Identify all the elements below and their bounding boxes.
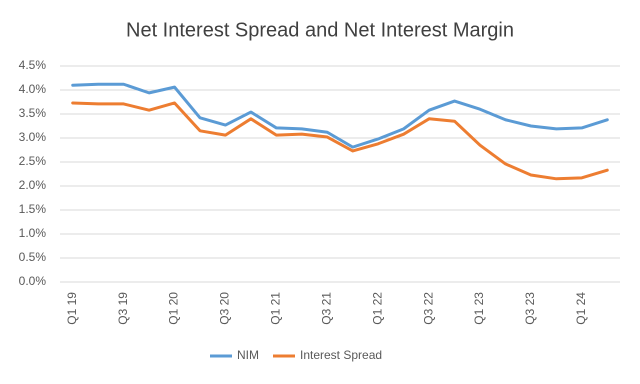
y-tick-label: 4.5%: [19, 58, 47, 72]
x-tick-label: Q1 22: [370, 292, 384, 325]
legend-label: NIM: [237, 348, 259, 362]
x-tick-label: Q1 21: [269, 292, 283, 325]
chart-title: Net Interest Spread and Net Interest Mar…: [126, 19, 514, 41]
y-tick-label: 1.0%: [19, 226, 47, 240]
x-tick-label: Q3 23: [523, 292, 537, 325]
x-tick-label: Q3 22: [421, 292, 435, 325]
y-tick-label: 0.5%: [19, 250, 47, 264]
x-tick-label: Q1 23: [472, 292, 486, 325]
y-tick-label: 1.5%: [19, 202, 47, 216]
x-tick-label: Q1 20: [167, 292, 181, 325]
legend-label: Interest Spread: [300, 348, 382, 362]
y-tick-label: 4.0%: [19, 82, 47, 96]
x-tick-label: Q3 19: [116, 292, 130, 325]
series-line: [71, 101, 609, 181]
series-line: [71, 82, 609, 149]
x-tick-label: Q1 24: [574, 292, 588, 325]
x-tick-label: Q1 19: [65, 292, 79, 325]
y-tick-label: 3.0%: [19, 130, 47, 144]
x-tick-label: Q3 21: [319, 292, 333, 325]
y-tick-label: 3.5%: [19, 106, 47, 120]
y-tick-label: 0.0%: [19, 274, 47, 288]
x-tick-label: Q3 20: [218, 292, 232, 325]
y-tick-label: 2.5%: [19, 154, 47, 168]
y-tick-label: 2.0%: [19, 178, 47, 192]
